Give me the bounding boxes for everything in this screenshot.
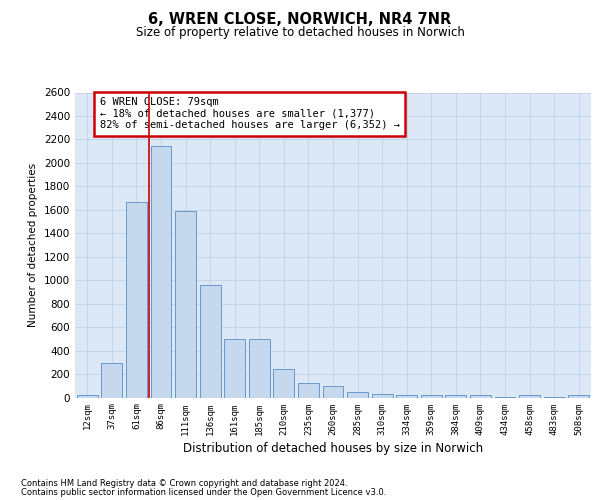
Bar xyxy=(77,394,98,398)
Bar xyxy=(470,395,491,398)
Bar xyxy=(200,285,221,398)
Text: Size of property relative to detached houses in Norwich: Size of property relative to detached ho… xyxy=(136,26,464,39)
Bar xyxy=(323,386,343,398)
Bar xyxy=(544,397,565,398)
Text: Contains public sector information licensed under the Open Government Licence v3: Contains public sector information licen… xyxy=(21,488,386,497)
Bar xyxy=(175,211,196,398)
Bar xyxy=(224,339,245,398)
Bar xyxy=(445,394,466,398)
Bar xyxy=(494,397,515,398)
Bar xyxy=(126,202,147,398)
Bar xyxy=(371,394,392,398)
Bar xyxy=(568,394,589,398)
Bar xyxy=(274,369,295,398)
Text: 6, WREN CLOSE, NORWICH, NR4 7NR: 6, WREN CLOSE, NORWICH, NR4 7NR xyxy=(148,12,452,28)
X-axis label: Distribution of detached houses by size in Norwich: Distribution of detached houses by size … xyxy=(183,442,483,454)
Bar xyxy=(151,146,172,398)
Bar xyxy=(298,384,319,398)
Text: Contains HM Land Registry data © Crown copyright and database right 2024.: Contains HM Land Registry data © Crown c… xyxy=(21,479,347,488)
Y-axis label: Number of detached properties: Number of detached properties xyxy=(28,163,38,327)
Bar xyxy=(249,339,270,398)
Bar xyxy=(519,394,540,398)
Text: 6 WREN CLOSE: 79sqm
← 18% of detached houses are smaller (1,377)
82% of semi-det: 6 WREN CLOSE: 79sqm ← 18% of detached ho… xyxy=(100,97,400,130)
Bar xyxy=(396,395,417,398)
Bar xyxy=(347,392,368,398)
Bar xyxy=(101,363,122,398)
Bar xyxy=(421,395,442,398)
